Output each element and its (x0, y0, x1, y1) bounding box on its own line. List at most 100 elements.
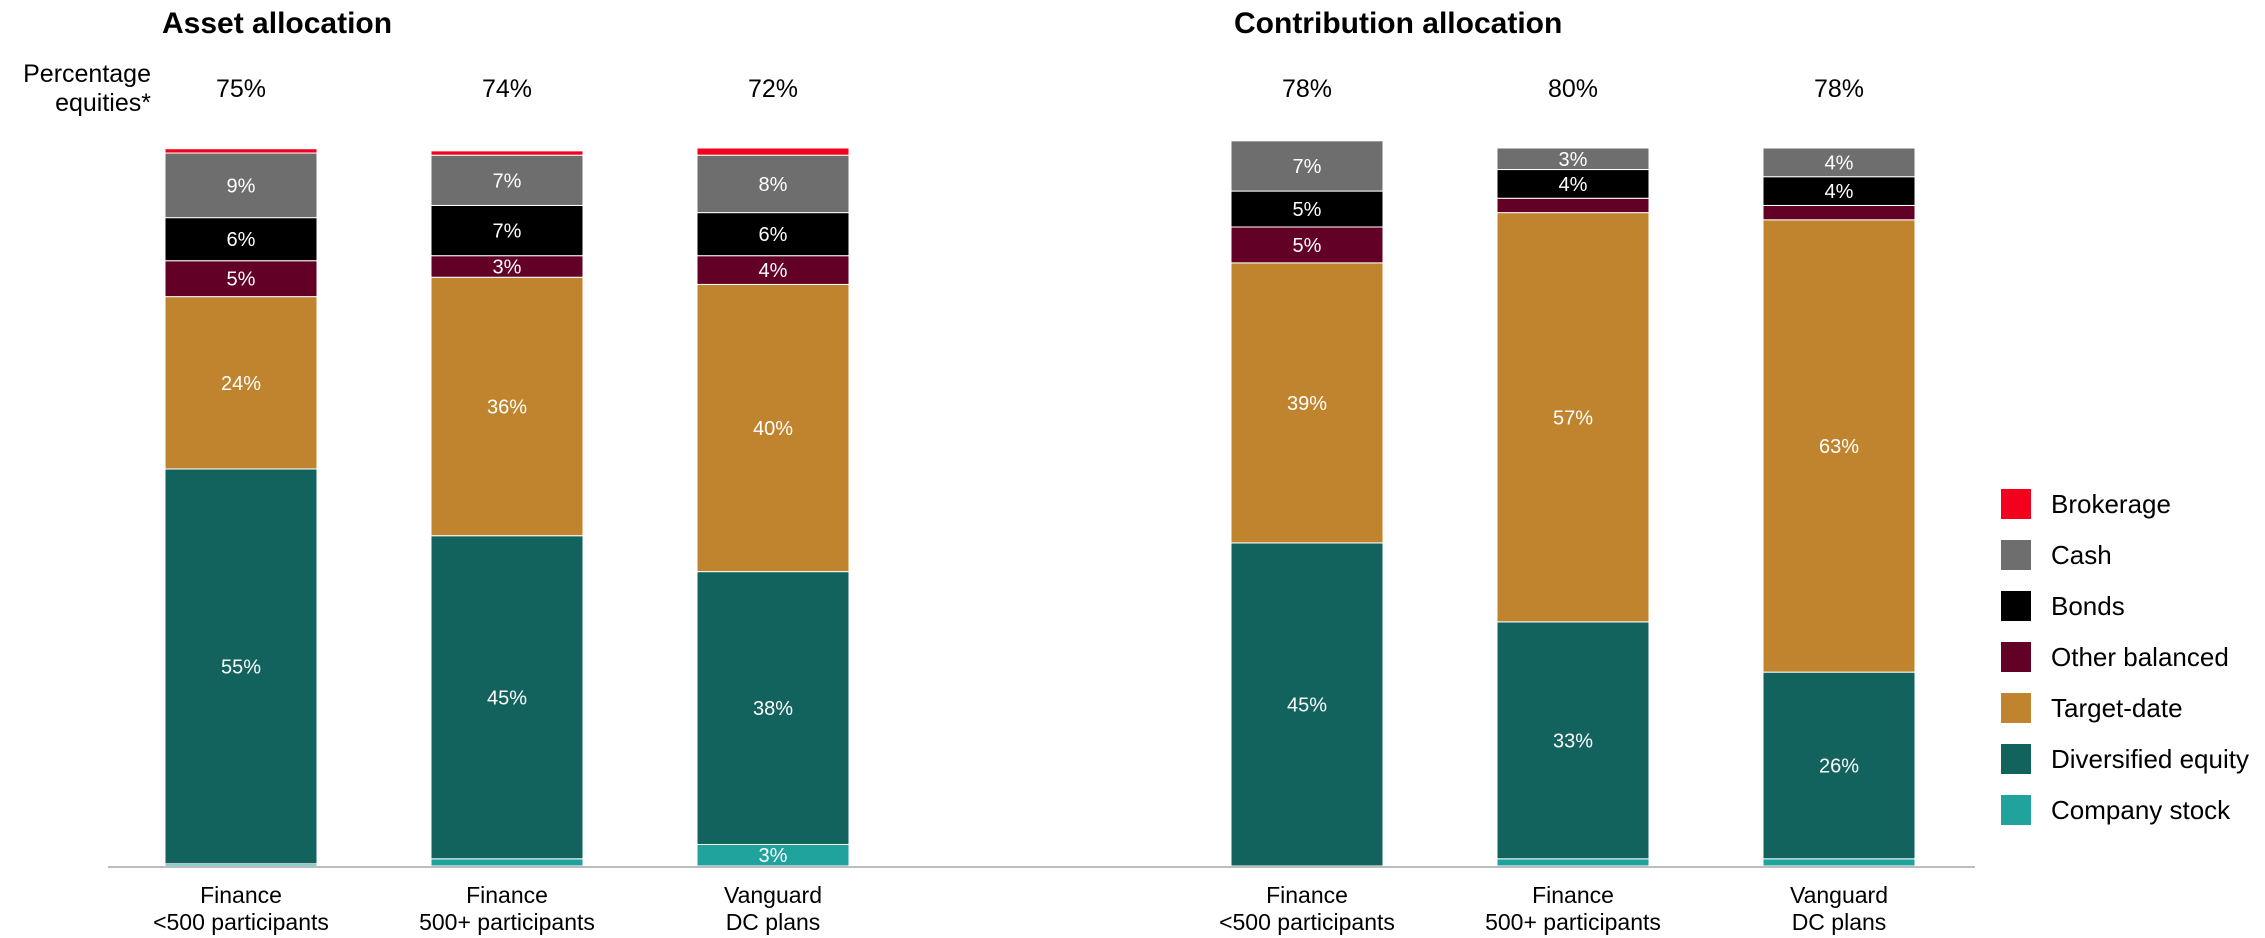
bar-segment-0-2-5 (696, 154, 850, 214)
percentage-equities-value-0-2: 72% (748, 75, 798, 103)
bar-segment-0-2-4 (696, 212, 850, 257)
segment-label-1-1-4: 4% (1559, 174, 1588, 196)
legend-label-6: Company stock (2051, 795, 2231, 825)
percentage-equities-values: 75% 74% 72% 78% 80% 78% (216, 75, 1864, 103)
segment-label-1-0-2: 39% (1287, 393, 1327, 415)
bar-segment-0-2-2 (696, 283, 850, 573)
segment-label-0-1-1: 45% (487, 687, 527, 709)
category-label-1-2-1: DC plans (1792, 909, 1887, 935)
percentage-equities-value-0-1: 74% (482, 75, 532, 103)
percentage-equities-label-line2: equities* (55, 89, 151, 117)
bar-segment-0-2-3 (696, 255, 850, 285)
bar-segment-1-1-5 (1496, 147, 1650, 171)
segment-labels-layer: 55% 24% 5% 6% 9% 45% 36% 3% 7% 7% 3% 38% 40% 4% 6% 8% 45… (221, 149, 1859, 867)
chart-title-asset: Asset allocation (162, 7, 392, 40)
legend-swatch-0 (2001, 489, 2031, 519)
category-label-1-1-1: 500+ participants (1485, 909, 1661, 935)
legend-swatch-6 (2001, 795, 2031, 825)
bar-segment-0-0-1 (164, 468, 318, 865)
category-label-0-1-0: Finance (466, 882, 548, 908)
legend-label-4: Target-date (2051, 693, 2183, 723)
segment-label-1-1-5: 3% (1559, 149, 1588, 171)
bar-segment-1-0-4 (1230, 190, 1384, 228)
percentage-equities-label-line1: Percentage (23, 60, 151, 88)
bar-segment-0-0-3 (164, 260, 318, 298)
segment-label-1-0-4: 5% (1293, 199, 1322, 221)
segment-label-1-2-2: 63% (1819, 436, 1859, 458)
legend-label-0: Brokerage (2051, 489, 2171, 519)
percentage-equities-value-1-0: 78% (1282, 75, 1332, 103)
chart-title-contribution: Contribution allocation (1234, 7, 1562, 40)
legend-swatch-2 (2001, 591, 2031, 621)
category-label-1-0-0: Finance (1266, 882, 1348, 908)
segment-label-1-2-5: 4% (1825, 152, 1854, 174)
segment-label-0-1-4: 7% (493, 221, 522, 243)
segment-label-0-1-3: 3% (493, 256, 522, 278)
bar-segment-1-1-4 (1496, 169, 1650, 199)
bar-segment-1-0-2 (1230, 262, 1384, 544)
bar-segment-1-2-3 (1762, 204, 1916, 221)
bar-segment-0-1-5 (430, 154, 584, 206)
legend-swatch-3 (2001, 642, 2031, 672)
segment-label-0-2-5: 8% (759, 174, 788, 196)
percentage-equities-value-1-1: 80% (1548, 75, 1598, 103)
bar-segment-1-2-2 (1762, 219, 1916, 673)
legend-swatch-1 (2001, 540, 2031, 570)
category-label-0-0-1: <500 participants (153, 909, 329, 935)
legend-swatch-4 (2001, 693, 2031, 723)
category-label-0-2-0: Vanguard (724, 882, 822, 908)
segment-label-0-2-3: 4% (759, 260, 788, 282)
bar-segment-0-2-6 (696, 147, 850, 156)
bar-segment-0-0-4 (164, 217, 318, 262)
bar-segment-1-2-5 (1762, 147, 1916, 178)
legend: Brokerage Cash Bonds Other balanced Target-d… (2001, 489, 2249, 825)
segment-label-0-2-2: 40% (753, 418, 793, 440)
segment-label-0-0-5: 9% (227, 175, 256, 197)
bar-segment-0-0-2 (164, 296, 318, 470)
segment-label-0-2-1: 38% (753, 698, 793, 720)
segment-label-1-0-3: 5% (1293, 235, 1322, 257)
percentage-equities-value-1-2: 78% (1814, 75, 1864, 103)
legend-label-5: Diversified equity (2051, 744, 2249, 774)
bar-segment-0-1-2 (430, 276, 584, 537)
segment-label-0-0-1: 55% (221, 656, 261, 678)
segment-label-0-1-5: 7% (493, 170, 522, 192)
segment-label-1-1-2: 57% (1553, 407, 1593, 429)
segment-label-1-2-1: 26% (1819, 755, 1859, 777)
category-label-1-2-0: Vanguard (1790, 882, 1888, 908)
bar-segment-1-2-4 (1762, 176, 1916, 206)
category-label-0-1-1: 500+ participants (419, 909, 595, 935)
segment-label-1-1-1: 33% (1553, 730, 1593, 752)
bar-segment-0-1-6 (430, 150, 584, 156)
category-label-1-0-1: <500 participants (1219, 909, 1395, 935)
percentage-equities-value-0-0: 75% (216, 75, 266, 103)
bar-segment-1-0-5 (1230, 140, 1384, 192)
segment-label-0-0-4: 6% (227, 229, 256, 251)
bar-segment-1-1-0 (1496, 858, 1650, 867)
bar-segment-1-0-1 (1230, 542, 1384, 867)
bar-segment-1-2-0 (1762, 858, 1916, 867)
bar-segment-1-1-2 (1496, 212, 1650, 623)
segment-label-0-0-3: 5% (227, 269, 256, 291)
segment-label-1-0-5: 7% (1293, 156, 1322, 178)
bar-segment-0-0-6 (164, 148, 318, 154)
segment-label-0-0-2: 24% (221, 373, 261, 395)
bar-segment-0-1-0 (430, 858, 584, 867)
segment-label-0-1-2: 36% (487, 396, 527, 418)
legend-label-2: Bonds (2051, 591, 2125, 621)
bar-segment-1-2-1 (1762, 671, 1916, 860)
bar-segment-0-1-1 (430, 535, 584, 860)
segment-label-0-2-4: 6% (759, 224, 788, 246)
bar-segment-1-1-1 (1496, 621, 1650, 860)
category-label-0-0-0: Finance (200, 882, 282, 908)
segment-label-0-2-0: 3% (759, 845, 788, 867)
legend-swatch-5 (2001, 744, 2031, 774)
category-label-0-2-1: DC plans (726, 909, 821, 935)
bar-segment-1-1-3 (1496, 197, 1650, 214)
bars-layer (164, 140, 1916, 867)
legend-label-3: Other balanced (2051, 642, 2229, 672)
segment-label-1-2-4: 4% (1825, 181, 1854, 203)
legend-label-1: Cash (2051, 540, 2112, 570)
